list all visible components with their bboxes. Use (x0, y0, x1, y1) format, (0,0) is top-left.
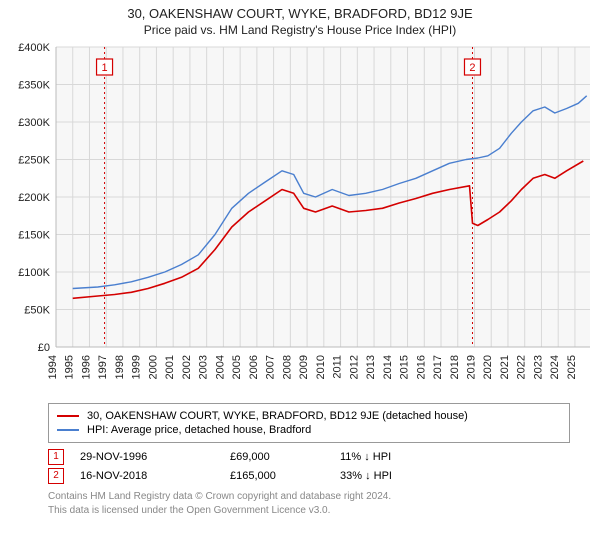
x-tick-label: 2022 (516, 355, 528, 379)
y-tick-label: £350K (18, 80, 50, 92)
x-tick-label: 2024 (549, 355, 561, 379)
transaction-marker: 1 (48, 449, 64, 465)
x-tick-label: 2004 (214, 355, 226, 379)
x-tick-label: 2003 (198, 355, 210, 379)
footer-line: This data is licensed under the Open Gov… (48, 504, 570, 518)
x-tick-label: 2013 (365, 355, 377, 379)
x-tick-label: 2025 (566, 355, 578, 379)
x-tick-label: 2020 (482, 355, 494, 379)
y-tick-label: £300K (18, 117, 50, 129)
x-tick-label: 2005 (231, 355, 243, 379)
x-tick-label: 2011 (332, 355, 344, 379)
x-tick-label: 2006 (248, 355, 260, 379)
y-tick-label: £150K (18, 230, 50, 242)
legend-label: 30, OAKENSHAW COURT, WYKE, BRADFORD, BD1… (87, 410, 468, 422)
x-tick-label: 2023 (532, 355, 544, 379)
y-tick-label: £200K (18, 192, 50, 204)
price-chart: £0 £50K £100K £150K £200K £250K £300K £350K £400… (0, 37, 600, 397)
chart-subtitle: Price paid vs. HM Land Registry's House … (0, 23, 600, 37)
x-tick-label: 2008 (281, 355, 293, 379)
legend: 30, OAKENSHAW COURT, WYKE, BRADFORD, BD1… (48, 403, 570, 443)
footer-line: Contains HM Land Registry data © Crown c… (48, 490, 570, 504)
x-tick-label: 2015 (399, 355, 411, 379)
transaction-row: 2 16-NOV-2018£165,00033% ↓ HPI (48, 468, 570, 484)
transaction-date: 29-NOV-1996 (80, 451, 230, 463)
x-tick-label: 1997 (97, 355, 109, 379)
legend-label: HPI: Average price, detached house, Brad… (87, 424, 311, 436)
y-tick-label: £250K (18, 155, 50, 167)
x-tick-label: 2009 (298, 355, 310, 379)
transaction-marker: 2 (48, 468, 64, 484)
x-tick-label: 2021 (499, 355, 511, 379)
chart-marker-label: 2 (469, 62, 475, 74)
legend-item: HPI: Average price, detached house, Brad… (57, 424, 561, 436)
legend-swatch (57, 415, 79, 417)
transaction-amount: £69,000 (230, 451, 340, 463)
x-tick-label: 2016 (415, 355, 427, 379)
transaction-diff: 11% ↓ HPI (340, 451, 440, 463)
x-tick-label: 2019 (465, 355, 477, 379)
x-tick-label: 1994 (47, 355, 59, 379)
y-tick-label: £50K (24, 305, 50, 317)
chart-marker-label: 1 (101, 62, 107, 74)
y-tick-label: £400K (18, 42, 50, 54)
footer-attribution: Contains HM Land Registry data © Crown c… (48, 490, 570, 517)
x-tick-label: 1999 (131, 355, 143, 379)
x-tick-label: 1995 (64, 355, 76, 379)
legend-item: 30, OAKENSHAW COURT, WYKE, BRADFORD, BD1… (57, 410, 561, 422)
x-tick-label: 2000 (147, 355, 159, 379)
transactions-table: 1 29-NOV-1996£69,00011% ↓ HPI 2 16-NOV-2018… (48, 449, 570, 484)
transaction-row: 1 29-NOV-1996£69,00011% ↓ HPI (48, 449, 570, 465)
y-tick-label: £100K (18, 267, 50, 279)
x-tick-label: 2012 (348, 355, 360, 379)
x-tick-label: 2017 (432, 355, 444, 379)
transaction-amount: £165,000 (230, 470, 340, 482)
y-tick-label: £0 (38, 342, 50, 354)
x-tick-label: 2002 (181, 355, 193, 379)
x-tick-label: 2010 (315, 355, 327, 379)
transaction-diff: 33% ↓ HPI (340, 470, 440, 482)
x-tick-label: 2007 (265, 355, 277, 379)
x-tick-label: 2014 (382, 355, 394, 379)
chart-title: 30, OAKENSHAW COURT, WYKE, BRADFORD, BD1… (0, 6, 600, 21)
x-tick-label: 1998 (114, 355, 126, 379)
x-tick-label: 2018 (449, 355, 461, 379)
transaction-date: 16-NOV-2018 (80, 470, 230, 482)
x-tick-label: 2001 (164, 355, 176, 379)
legend-swatch (57, 429, 79, 431)
x-tick-label: 1996 (80, 355, 92, 379)
chart-svg: £0 £50K £100K £150K £200K £250K £300K £350K £400… (0, 37, 600, 397)
